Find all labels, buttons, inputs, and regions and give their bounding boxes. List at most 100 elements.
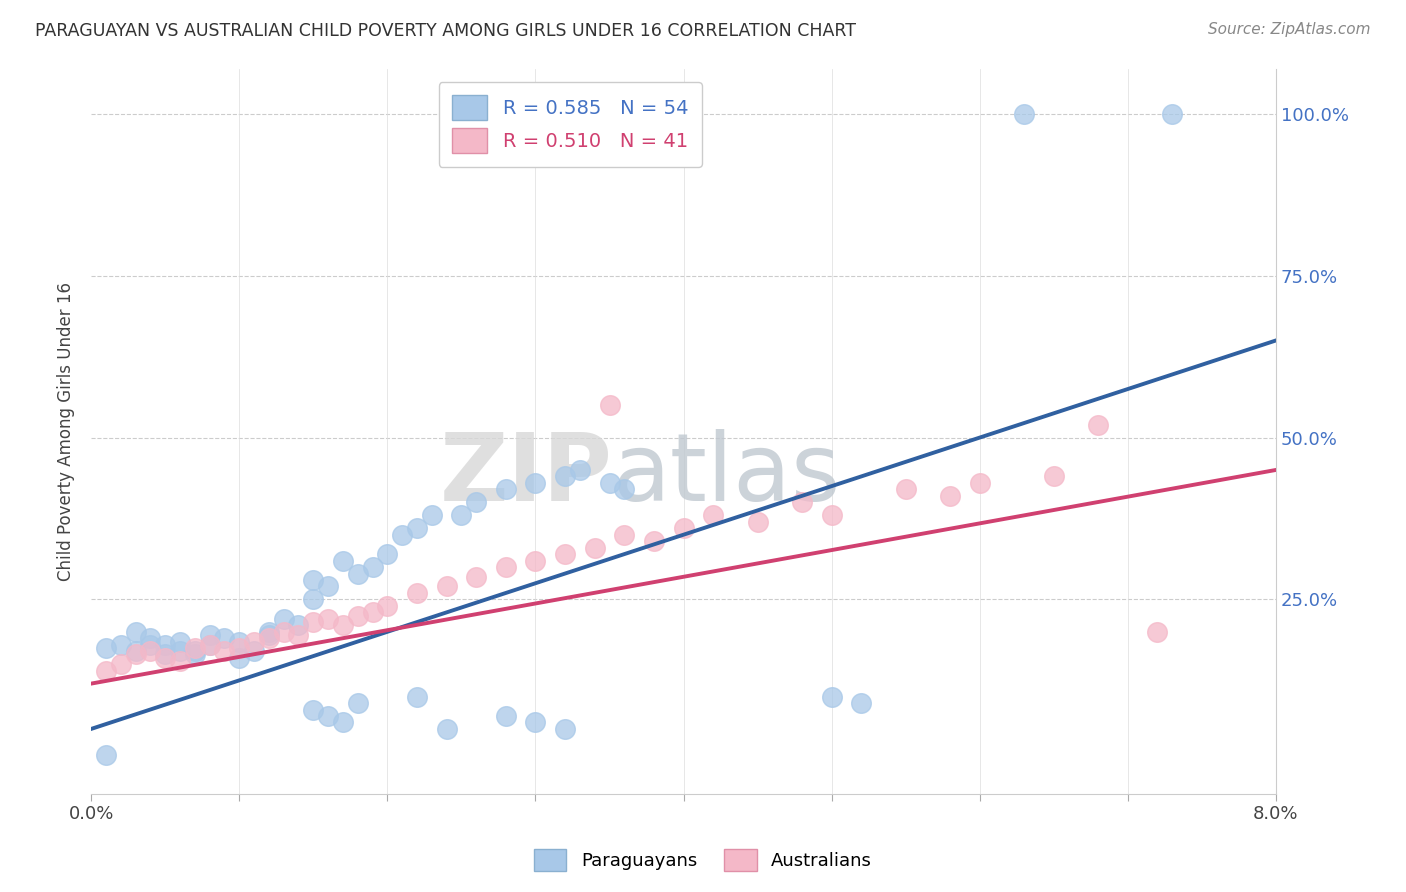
Point: [599, 475, 621, 490]
Point: [495, 560, 517, 574]
Point: [406, 586, 429, 600]
Point: [153, 638, 176, 652]
Point: [1043, 469, 1066, 483]
Point: [702, 508, 724, 523]
Point: [377, 599, 399, 613]
Point: [790, 495, 813, 509]
Point: [465, 495, 488, 509]
Point: [124, 644, 146, 658]
Point: [554, 469, 576, 483]
Point: [939, 489, 962, 503]
Point: [851, 696, 873, 710]
Point: [169, 654, 191, 668]
Point: [583, 541, 606, 555]
Point: [747, 515, 769, 529]
Point: [124, 624, 146, 639]
Point: [332, 618, 354, 632]
Point: [332, 553, 354, 567]
Point: [94, 640, 117, 655]
Point: [257, 628, 280, 642]
Point: [228, 650, 250, 665]
Point: [894, 483, 917, 497]
Point: [554, 722, 576, 736]
Point: [450, 508, 472, 523]
Point: [228, 640, 250, 655]
Point: [302, 573, 325, 587]
Point: [198, 638, 221, 652]
Point: [346, 566, 368, 581]
Point: [302, 702, 325, 716]
Point: [214, 632, 236, 646]
Point: [139, 632, 162, 646]
Point: [257, 624, 280, 639]
Point: [94, 664, 117, 678]
Point: [821, 508, 844, 523]
Point: [316, 612, 339, 626]
Point: [361, 606, 384, 620]
Text: PARAGUAYAN VS AUSTRALIAN CHILD POVERTY AMONG GIRLS UNDER 16 CORRELATION CHART: PARAGUAYAN VS AUSTRALIAN CHILD POVERTY A…: [35, 22, 856, 40]
Point: [643, 534, 665, 549]
Point: [287, 618, 309, 632]
Legend: Paraguayans, Australians: Paraguayans, Australians: [527, 842, 879, 879]
Point: [124, 648, 146, 662]
Point: [302, 615, 325, 629]
Point: [184, 648, 207, 662]
Point: [94, 747, 117, 762]
Point: [287, 628, 309, 642]
Point: [1146, 624, 1168, 639]
Point: [243, 644, 266, 658]
Point: [110, 638, 132, 652]
Point: [821, 690, 844, 704]
Point: [406, 521, 429, 535]
Point: [257, 632, 280, 646]
Point: [613, 483, 636, 497]
Point: [495, 709, 517, 723]
Point: [436, 722, 458, 736]
Point: [198, 638, 221, 652]
Point: [524, 553, 547, 567]
Point: [599, 398, 621, 412]
Point: [406, 690, 429, 704]
Text: atlas: atlas: [613, 429, 841, 521]
Point: [568, 463, 591, 477]
Point: [184, 644, 207, 658]
Point: [316, 579, 339, 593]
Point: [524, 715, 547, 730]
Point: [465, 570, 488, 584]
Point: [377, 547, 399, 561]
Point: [436, 579, 458, 593]
Point: [273, 624, 295, 639]
Point: [169, 644, 191, 658]
Point: [198, 628, 221, 642]
Point: [420, 508, 443, 523]
Point: [153, 648, 176, 662]
Point: [169, 634, 191, 648]
Point: [302, 592, 325, 607]
Point: [361, 560, 384, 574]
Point: [1161, 107, 1184, 121]
Point: [613, 527, 636, 541]
Text: ZIP: ZIP: [440, 429, 613, 521]
Point: [346, 696, 368, 710]
Point: [214, 644, 236, 658]
Text: Source: ZipAtlas.com: Source: ZipAtlas.com: [1208, 22, 1371, 37]
Point: [969, 475, 991, 490]
Point: [391, 527, 413, 541]
Point: [228, 634, 250, 648]
Point: [110, 657, 132, 672]
Point: [524, 475, 547, 490]
Y-axis label: Child Poverty Among Girls Under 16: Child Poverty Among Girls Under 16: [58, 282, 75, 581]
Point: [139, 638, 162, 652]
Point: [243, 634, 266, 648]
Point: [153, 650, 176, 665]
Point: [316, 709, 339, 723]
Point: [1012, 107, 1035, 121]
Point: [184, 640, 207, 655]
Point: [346, 608, 368, 623]
Point: [495, 483, 517, 497]
Point: [1087, 417, 1109, 432]
Point: [554, 547, 576, 561]
Point: [273, 612, 295, 626]
Point: [332, 715, 354, 730]
Point: [672, 521, 695, 535]
